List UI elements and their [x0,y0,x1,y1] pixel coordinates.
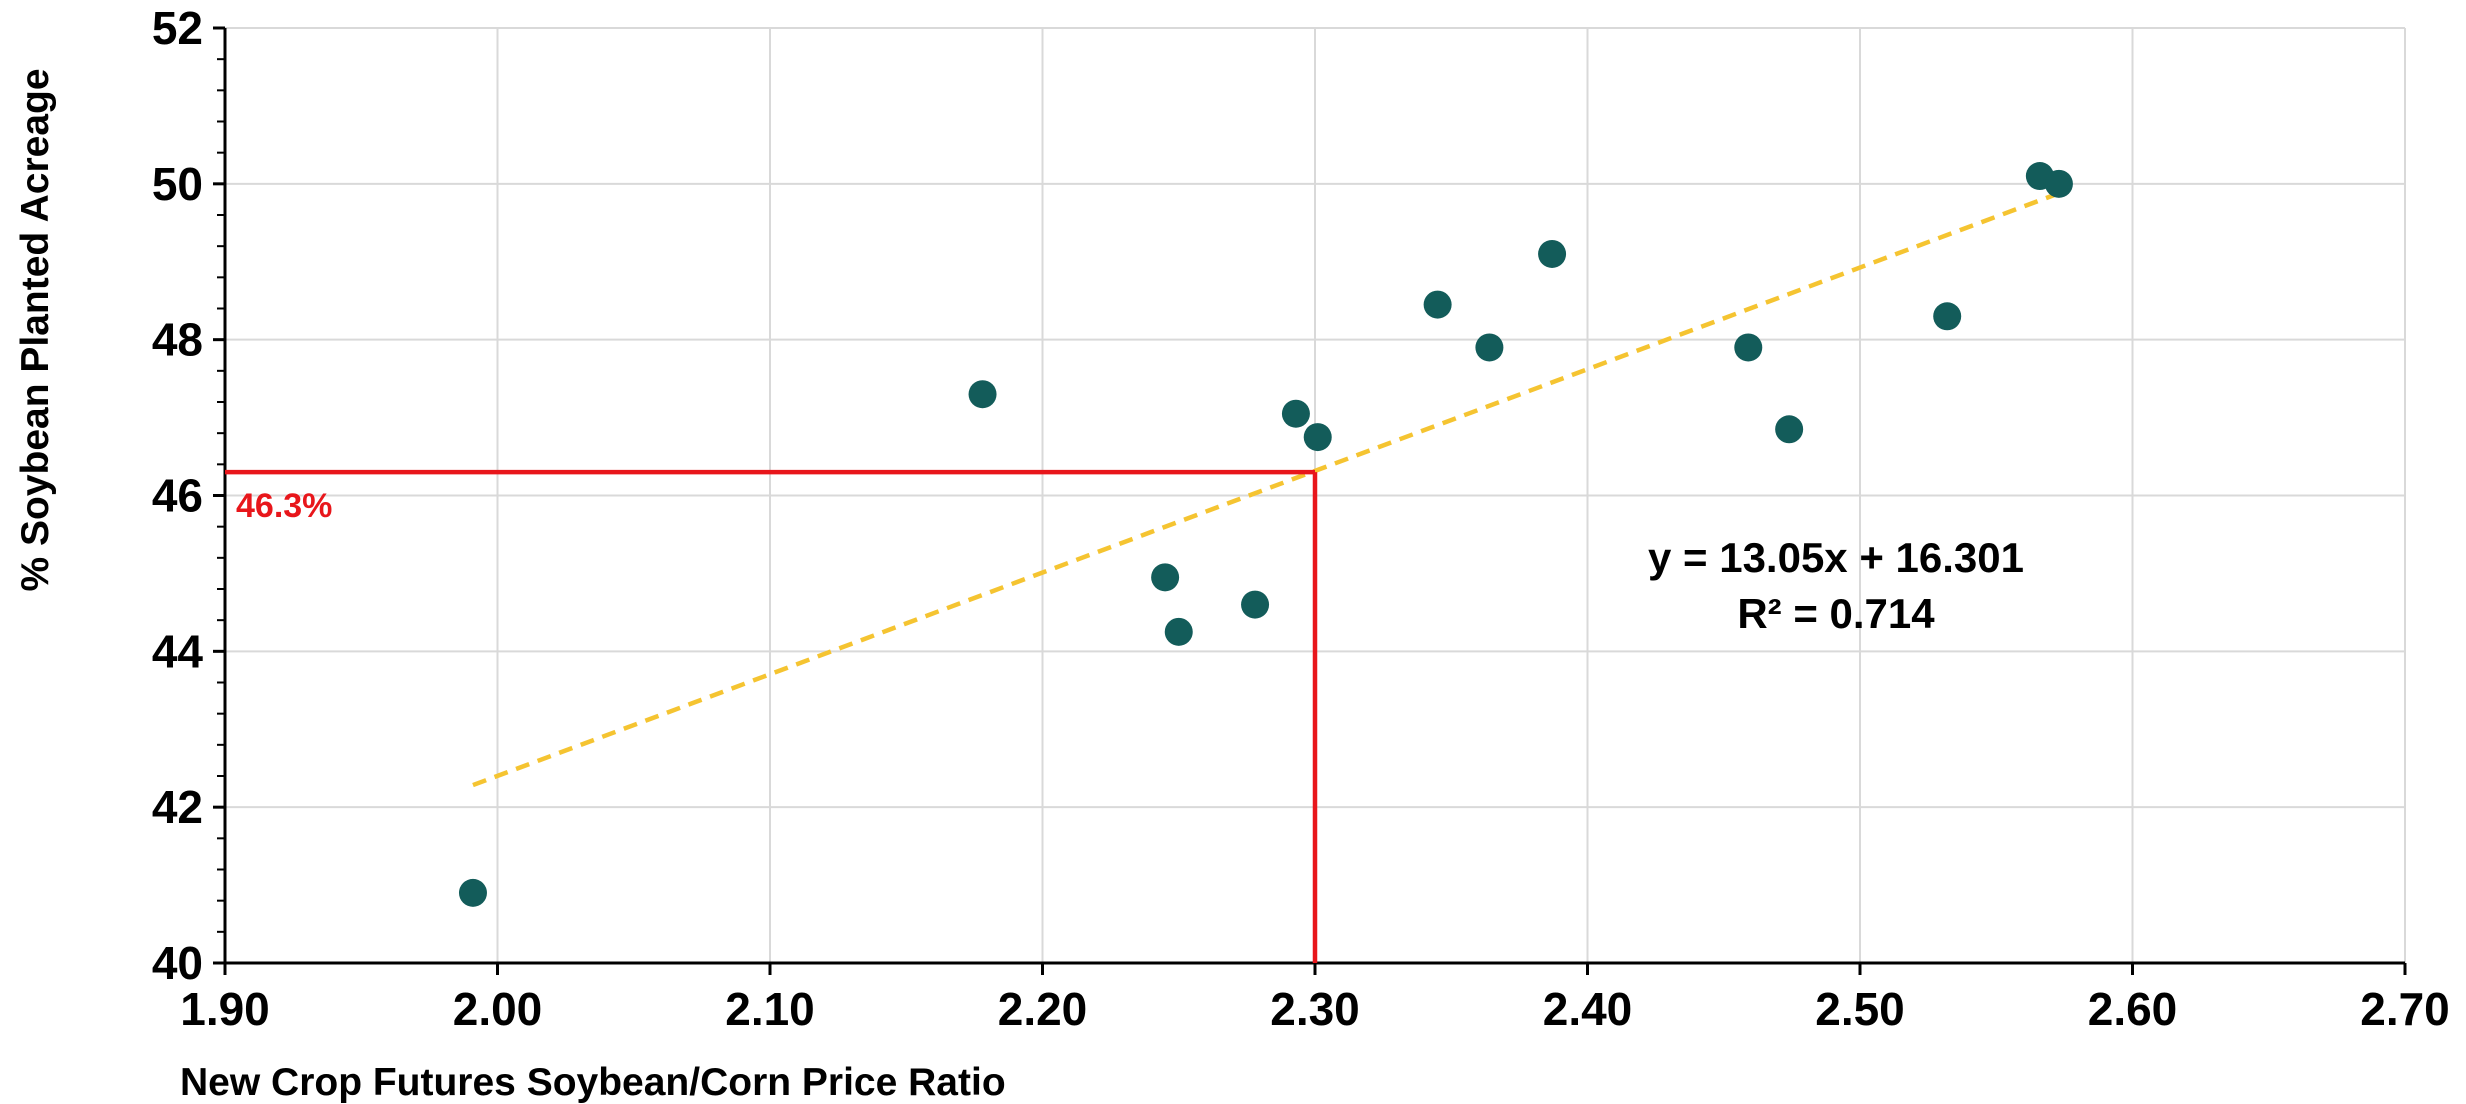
axes [213,26,2407,975]
x-tick-label: 2.30 [1270,983,1360,1035]
x-tick-label: 2.10 [725,983,815,1035]
data-point [2044,169,2073,198]
tick-labels: 1.90 2.00 2.10 2.20 2.30 2.40 2.50 2.60 2.70 40 42… [152,2,2450,1035]
x-tick-label: 1.90 [180,983,270,1035]
x-axis-title: New Crop Futures Soybean/Corn Price Rati… [180,1061,1006,1104]
trendline-r-squared: R² = 0.714 [1737,590,1935,637]
data-point [1151,563,1180,592]
x-tick-label: 2.40 [1543,983,1633,1035]
y-tick-label: 50 [152,158,203,210]
x-tick-label: 2.50 [1815,983,1905,1035]
y-tick-label: 48 [152,314,203,366]
trendline [472,191,2060,788]
data-point [968,380,997,409]
data-point [458,878,487,907]
data-point [1734,333,1763,362]
x-tick-label: 2.00 [453,983,543,1035]
y-tick-label: 46 [152,470,203,522]
data-points [458,162,2073,907]
y-tick-label: 52 [152,2,203,54]
data-point [1475,333,1504,362]
reference-lines-group [225,469,1318,963]
y-tick-label: 40 [152,937,203,989]
trendline-group [472,191,2060,788]
data-point [1164,617,1193,646]
data-point [1241,590,1270,619]
reference-value-label: 46.3% [236,487,332,525]
y-tick-label: 44 [152,625,204,677]
data-point [1303,423,1332,452]
y-tick-label: 42 [152,781,203,833]
data-point [1423,290,1452,319]
y-axis-title: % Soybean Planted Acreage [14,68,57,591]
data-point [1538,239,1567,268]
data-point [1933,302,1962,331]
x-tick-label: 2.60 [2088,983,2178,1035]
x-tick-label: 2.20 [998,983,1088,1035]
data-point [1775,415,1804,444]
data-point [1281,399,1310,428]
x-tick-label: 2.70 [2360,983,2450,1035]
trendline-equation: y = 13.05x + 16.301 [1648,534,2024,581]
